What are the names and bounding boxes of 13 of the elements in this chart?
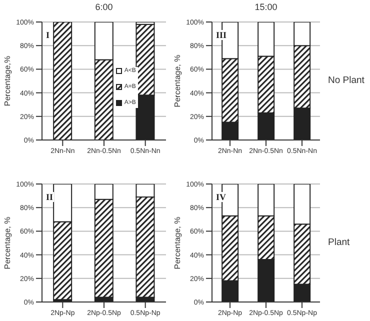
y-axis-title: Percentage, % [173,54,183,108]
text: Plant [328,237,350,248]
y-axis-title: Percentage,% [3,56,13,106]
annotation: IV [215,192,228,202]
y-axis-title: Percentage, % [3,216,13,270]
y-axis-title: Percentage, % [173,216,183,270]
annotation: I [45,30,51,40]
bar [53,22,72,140]
text: No Plant [328,75,364,86]
chart-title: 15:00 [254,2,278,12]
annotation: III [215,30,228,40]
chart-title: 6:00 [94,2,114,12]
annotation: II [45,192,54,202]
